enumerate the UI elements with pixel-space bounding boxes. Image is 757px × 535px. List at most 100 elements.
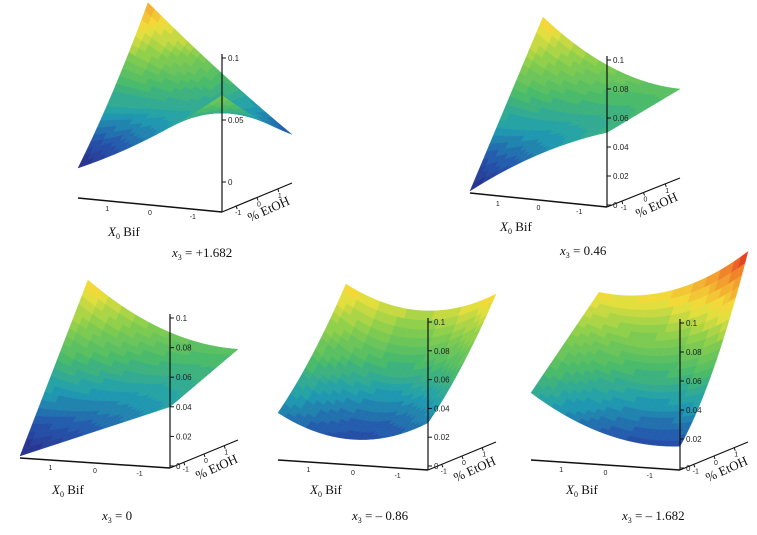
z-tick-label: 0.04 (434, 404, 450, 413)
y-tick-mark (256, 197, 259, 201)
caption-value: = +1.682 (182, 245, 232, 260)
x-axis-line (19, 457, 171, 469)
surface-patch (421, 418, 432, 427)
surface (19, 279, 239, 457)
y-tick-mark (235, 205, 238, 210)
z-tick-label: 0.02 (613, 172, 629, 181)
x-axis-line (469, 192, 608, 208)
z-tick-label: 0.02 (686, 435, 702, 444)
x-axis-title-sub: 0 (574, 490, 578, 499)
x-tick-label: -1 (647, 473, 653, 480)
x-tick-label: 1 (559, 467, 563, 474)
y-axis-title: % EtOH (245, 193, 292, 225)
panel-caption: x3 = 0 (101, 508, 132, 525)
x-axis-title-text: Bif (64, 482, 85, 497)
x-axis-title: X0 Bif (565, 482, 598, 499)
y-tick-label: -1 (441, 468, 447, 475)
y-tick-mark (713, 455, 716, 460)
z-tick-label: 0.08 (686, 348, 702, 357)
y-tick-label: -1 (621, 205, 627, 212)
y-tick-mark (183, 462, 186, 466)
x-axis-title: X0 Bif (107, 224, 140, 241)
y-tick-label: -1 (693, 468, 699, 475)
panel-caption: x3 = – 0.86 (351, 508, 409, 525)
y-tick-mark (223, 445, 226, 449)
surface (530, 251, 749, 447)
z-tick-label: 0.04 (176, 403, 192, 412)
x-axis-title-text: Bif (512, 219, 533, 234)
z-tick-label: 0.06 (434, 376, 450, 385)
surface-patch (600, 130, 611, 135)
surface-patch (215, 94, 226, 102)
x-tick-label: 1 (496, 201, 500, 208)
y-tick-mark (461, 455, 464, 460)
z-tick-label: 0.1 (176, 314, 188, 323)
panel-caption: x3 = +1.682 (171, 245, 232, 262)
z-tick-label: 0.1 (686, 319, 698, 328)
x-axis-title-var: X (565, 482, 575, 497)
x-tick-label: -1 (136, 471, 142, 478)
z-tick-label: 0.1 (434, 318, 446, 327)
x-axis-title: X0 Bif (51, 482, 84, 499)
x-axis-title-sub: 0 (318, 490, 322, 499)
surface (277, 283, 497, 440)
y-tick-mark (277, 188, 280, 193)
y-tick-mark (203, 453, 206, 458)
x-tick-label: -1 (190, 214, 196, 221)
y-tick-mark (441, 464, 444, 468)
x-tick-label: -1 (576, 209, 582, 216)
z-tick-label: 0.05 (228, 116, 244, 125)
x-axis-title-var: X (499, 219, 509, 234)
x-axis-title-var: X (107, 224, 117, 239)
z-tick-label: 0.02 (434, 433, 450, 442)
x-tick-label: 1 (48, 465, 52, 472)
x-tick-label: 0 (537, 205, 541, 212)
z-tick-label: 0.08 (434, 347, 450, 356)
surface (469, 16, 681, 192)
x-tick-label: 0 (148, 210, 152, 217)
caption-value: = – 0.86 (362, 508, 409, 523)
x-axis-title-text: Bif (120, 224, 141, 239)
panel-caption: x3 = – 1.682 (621, 508, 685, 525)
z-tick-label: 0.04 (613, 143, 629, 152)
caption-value: = – 1.682 (632, 508, 685, 523)
x-axis-title-text: Bif (578, 482, 599, 497)
x-axis-title: X0 Bif (499, 219, 532, 236)
y-tick-mark (733, 447, 736, 451)
x-axis-title-var: X (309, 482, 319, 497)
caption-value: = 0.46 (570, 243, 607, 258)
z-tick-label: 0.06 (686, 377, 702, 386)
y-tick-mark (643, 192, 645, 196)
caption-sub: 3 (566, 251, 570, 260)
caption-var: x (101, 508, 108, 523)
caption-sub: 3 (358, 516, 362, 525)
x-axis-title-text: Bif (322, 482, 343, 497)
z-tick-label: 0.02 (176, 432, 192, 441)
y-tick-mark (621, 200, 624, 205)
x-axis-title-sub: 0 (508, 227, 512, 236)
z-tick-label: 0.08 (176, 344, 192, 353)
x-tick-label: 0 (351, 470, 355, 477)
z-tick-label: 0 (613, 201, 618, 210)
surface (77, 2, 293, 169)
surface-patch (163, 403, 174, 410)
x-tick-label: 0 (93, 468, 97, 475)
x-axis-title-sub: 0 (60, 490, 64, 499)
y-tick-label: 0 (204, 458, 208, 465)
z-tick-label: 0.08 (613, 85, 629, 94)
y-tick-mark (693, 464, 696, 468)
x-tick-label: -1 (394, 473, 400, 480)
y-tick-mark (664, 183, 667, 188)
x-axis-title-var: X (51, 482, 61, 497)
caption-var: x (351, 508, 358, 523)
panel-caption: x3 = 0.46 (559, 243, 607, 260)
caption-sub: 3 (628, 516, 632, 525)
z-tick-label: 0.04 (686, 406, 702, 415)
y-tick-label: 1 (224, 450, 228, 457)
caption-var: x (171, 245, 178, 260)
